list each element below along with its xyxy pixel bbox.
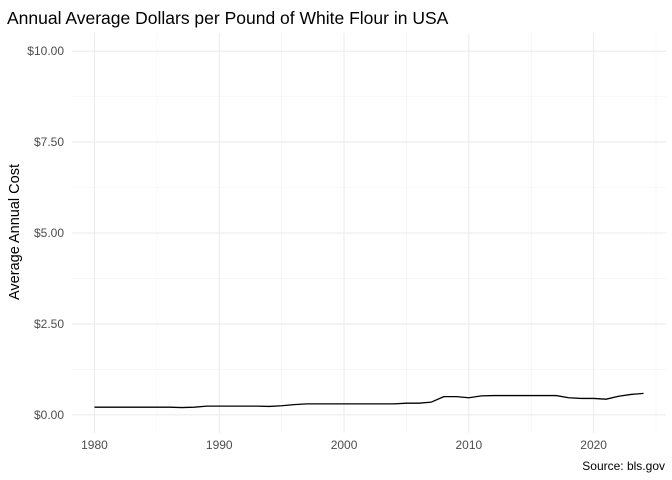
y-axis-tick-labels: $0.00 $2.50 $5.00 $7.50 $10.00 bbox=[27, 44, 64, 422]
x-tick-label: 2010 bbox=[455, 438, 482, 452]
x-tick-label: 1980 bbox=[81, 438, 108, 452]
y-tick-label: $5.00 bbox=[34, 226, 64, 240]
y-tick-label: $10.00 bbox=[27, 44, 64, 58]
major-gridlines bbox=[72, 33, 666, 433]
chart-title: Annual Average Dollars per Pound of Whit… bbox=[7, 8, 449, 28]
y-tick-label: $2.50 bbox=[34, 317, 64, 331]
price-series-line bbox=[94, 392, 644, 409]
y-axis-title: Average Annual Cost bbox=[7, 164, 23, 300]
x-axis-tick-labels: 1980 1990 2000 2010 2020 bbox=[81, 438, 607, 452]
x-tick-label: 2020 bbox=[580, 438, 607, 452]
x-tick-label: 1990 bbox=[206, 438, 233, 452]
x-tick-label: 2000 bbox=[331, 438, 358, 452]
y-tick-label: $7.50 bbox=[34, 135, 64, 149]
series-layer bbox=[94, 392, 644, 409]
source-caption: Source: bls.gov bbox=[582, 459, 665, 473]
y-tick-label: $0.00 bbox=[34, 408, 64, 422]
